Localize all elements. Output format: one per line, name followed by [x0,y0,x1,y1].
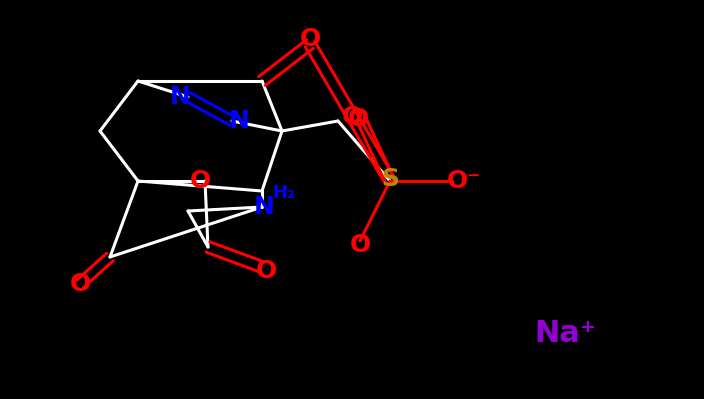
Text: O: O [70,272,91,296]
Text: O: O [347,107,369,131]
Text: O⁻: O⁻ [447,169,482,193]
Text: S: S [381,167,399,191]
Text: O: O [349,233,370,257]
Text: O: O [299,27,320,51]
Text: N: N [253,195,275,219]
Text: Na⁺: Na⁺ [534,320,596,348]
Text: O: O [256,259,277,283]
Text: O: O [341,105,363,129]
Text: N: N [170,85,191,109]
Text: O: O [189,169,210,193]
Text: N: N [229,109,249,133]
Text: H₂: H₂ [272,184,296,202]
